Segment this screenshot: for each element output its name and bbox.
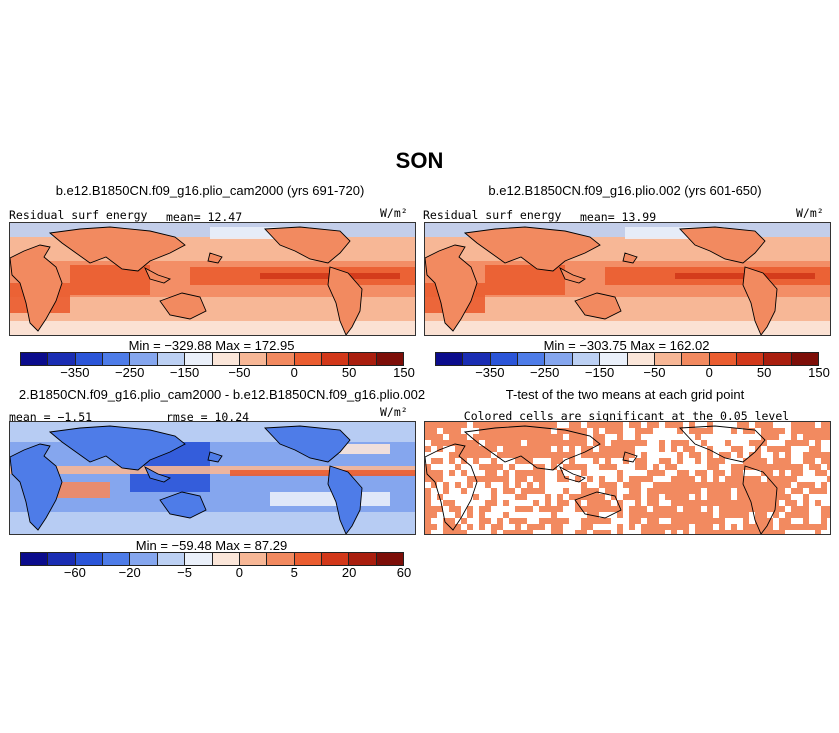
colorbar-swatch xyxy=(48,353,76,365)
colorbar-swatch xyxy=(212,353,240,365)
case2-units: W/m² xyxy=(796,206,824,220)
case2-colorbar-ticks: −350 −250 −150 −50 0 50 150 xyxy=(435,365,830,381)
ttest-subtitle: Colored cells are significant at the 0.0… xyxy=(463,409,790,423)
case1-mean: mean= 12.47 xyxy=(166,210,243,224)
colorbar-tick-label: −5 xyxy=(177,565,192,580)
colorbar-swatch xyxy=(682,353,710,365)
colorbar-swatch xyxy=(321,553,350,565)
colorbar-swatch xyxy=(294,553,322,565)
map-field xyxy=(425,223,830,335)
diff-map xyxy=(9,421,416,535)
colorbar-swatch xyxy=(21,353,49,365)
ttest-title: T-test of the two means at each grid poi… xyxy=(505,387,745,402)
ttest-map xyxy=(424,421,831,535)
colorbar-swatch xyxy=(212,553,240,565)
colorbar-swatch xyxy=(764,353,792,365)
colorbar-swatch xyxy=(267,553,295,565)
colorbar-swatch xyxy=(157,353,186,365)
colorbar-tick-label: −150 xyxy=(584,365,615,380)
colorbar-swatch xyxy=(157,553,186,565)
colorbar-swatch xyxy=(349,553,377,565)
colorbar-tick-label: 50 xyxy=(341,365,357,380)
colorbar-tick-label: −60 xyxy=(63,565,86,580)
colorbar-swatch xyxy=(239,553,268,565)
case1-title: b.e12.B1850CN.f09_g16.plio_cam2000 (yrs … xyxy=(55,183,365,198)
colorbar-swatch xyxy=(349,353,377,365)
colorbar-swatch xyxy=(736,353,765,365)
colorbar-tick-label: 0 xyxy=(705,365,713,380)
colorbar-tick-label: 0 xyxy=(235,565,244,580)
colorbar-swatch xyxy=(130,553,158,565)
map-field xyxy=(10,223,415,335)
colorbar-swatch xyxy=(185,553,213,565)
colorbar-tick-label: −50 xyxy=(643,365,666,380)
map-field xyxy=(10,422,415,534)
colorbar-tick-label: −20 xyxy=(118,565,141,580)
case2-mean: mean= 13.99 xyxy=(580,210,657,224)
colorbar-swatch xyxy=(627,353,655,365)
case2-colorbar xyxy=(435,352,819,366)
diff-title: 2.B1850CN.f09_g16.plio_cam2000 - b.e12.B… xyxy=(18,387,426,402)
colorbar-swatch xyxy=(75,553,104,565)
colorbar-tick-label: 60 xyxy=(396,565,412,580)
colorbar-swatch xyxy=(654,353,683,365)
colorbar-swatch xyxy=(572,353,601,365)
colorbar-swatch xyxy=(545,353,573,365)
colorbar-swatch xyxy=(463,353,491,365)
diff-colorbar-ticks: −60 −20 −5 0 5 20 60 xyxy=(20,565,411,581)
colorbar-tick-label: −250 xyxy=(530,365,560,380)
diff-minmax: Min = −59.48 Max = 87.29 xyxy=(135,538,288,553)
diff-mean: mean = −1.51 xyxy=(9,410,93,424)
colorbar-swatch xyxy=(376,353,404,365)
colorbar-swatch xyxy=(239,353,268,365)
colorbar-swatch xyxy=(490,353,519,365)
colorbar-tick-label: 0 xyxy=(290,365,298,380)
colorbar-swatch xyxy=(791,353,819,365)
colorbar-swatch xyxy=(130,353,158,365)
colorbar-tick-label: 50 xyxy=(756,365,772,380)
colorbar-swatch xyxy=(436,353,464,365)
case2-map xyxy=(424,222,831,336)
colorbar-swatch xyxy=(267,353,295,365)
colorbar-tick-label: −350 xyxy=(60,365,90,380)
colorbar-swatch xyxy=(103,553,131,565)
colorbar-swatch xyxy=(48,553,76,565)
colorbar-swatch xyxy=(21,553,49,565)
colorbar-swatch xyxy=(294,353,322,365)
colorbar-swatch xyxy=(321,353,350,365)
case1-units: W/m² xyxy=(380,206,408,220)
colorbar-swatch xyxy=(103,353,131,365)
case2-variable: Residual surf energy xyxy=(423,208,562,222)
colorbar-tick-label: 5 xyxy=(290,565,298,580)
colorbar-tick-label: 150 xyxy=(808,365,830,380)
colorbar-swatch xyxy=(709,353,737,365)
case1-minmax: Min = −329.88 Max = 172.95 xyxy=(128,338,295,353)
diff-rmse: rmse = 10.24 xyxy=(166,410,250,424)
colorbar-tick-label: −150 xyxy=(169,365,200,380)
case1-colorbar xyxy=(20,352,404,366)
colorbar-tick-label: 20 xyxy=(341,565,357,580)
case1-map xyxy=(9,222,416,336)
map-field xyxy=(425,422,830,534)
colorbar-swatch xyxy=(600,353,628,365)
diff-units: W/m² xyxy=(380,405,408,419)
case1-variable: Residual surf energy xyxy=(9,208,148,222)
colorbar-tick-label: −350 xyxy=(475,365,505,380)
colorbar-swatch xyxy=(518,353,546,365)
colorbar-tick-label: 150 xyxy=(393,365,415,380)
colorbar-tick-label: −250 xyxy=(115,365,145,380)
case2-title: b.e12.B1850CN.f09_g16.plio.002 (yrs 601-… xyxy=(488,183,762,198)
colorbar-tick-label: −50 xyxy=(228,365,251,380)
page-title: SON xyxy=(395,148,444,173)
diff-colorbar xyxy=(20,552,404,566)
colorbar-swatch xyxy=(185,353,213,365)
colorbar-swatch xyxy=(376,553,404,565)
case1-colorbar-ticks: −350 −250 −150 −50 0 50 150 xyxy=(20,365,415,381)
colorbar-swatch xyxy=(75,353,104,365)
case2-minmax: Min = −303.75 Max = 162.02 xyxy=(543,338,710,353)
